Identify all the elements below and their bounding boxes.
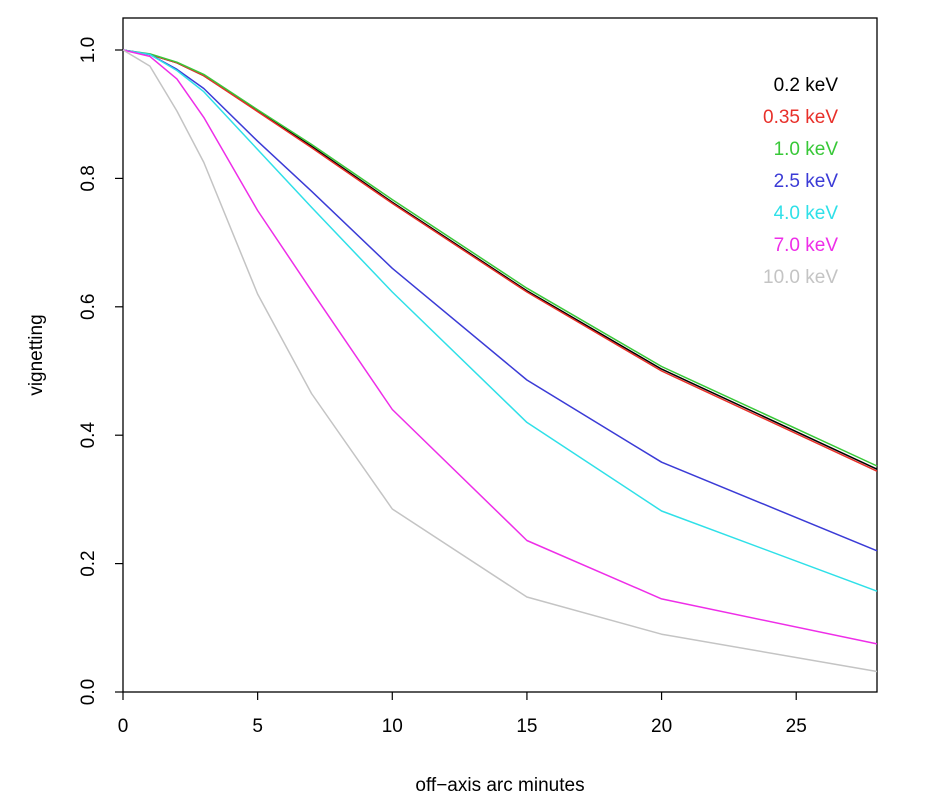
y-axis: 0.0 0.2 0.4 0.6 0.8 1.0 — [78, 37, 123, 705]
legend-entry: 2.5 keV — [774, 171, 839, 192]
x-axis-label: off−axis arc minutes — [415, 775, 584, 796]
y-tick-label: 0.6 — [78, 294, 99, 320]
legend-entry: 0.2 keV — [774, 75, 839, 96]
series-line-4-0-kev — [122, 49, 878, 592]
y-tick-label: 0.0 — [78, 679, 99, 705]
y-tick-label: 0.2 — [78, 550, 99, 576]
x-tick-label: 15 — [516, 716, 537, 737]
series-line-1-0-kev — [122, 49, 878, 467]
x-tick-label: 0 — [118, 716, 129, 737]
x-tick-label: 5 — [252, 716, 263, 737]
series-lines — [122, 49, 878, 673]
y-tick-label: 0.8 — [78, 165, 99, 191]
legend: 0.2 keV 0.35 keV 1.0 keV 2.5 keV 4.0 keV 7.0 … — [763, 75, 838, 288]
x-tick-label: 25 — [786, 716, 807, 737]
y-axis-label: vignetting — [26, 314, 47, 395]
legend-entry: 10.0 keV — [763, 267, 838, 288]
series-line-10-0-kev — [122, 49, 878, 673]
legend-entry: 7.0 keV — [774, 235, 839, 256]
legend-entry: 4.0 keV — [774, 203, 839, 224]
x-tick-label: 10 — [382, 716, 403, 737]
x-axis: 0 5 10 15 20 25 — [118, 692, 807, 737]
legend-entry: 1.0 keV — [774, 139, 839, 160]
y-tick-label: 1.0 — [78, 37, 99, 63]
legend-entry: 0.35 keV — [763, 107, 838, 128]
y-tick-label: 0.4 — [78, 422, 99, 449]
plot-frame — [122, 17, 878, 693]
series-line-7-0-kev — [122, 49, 878, 645]
x-tick-label: 20 — [651, 716, 672, 737]
